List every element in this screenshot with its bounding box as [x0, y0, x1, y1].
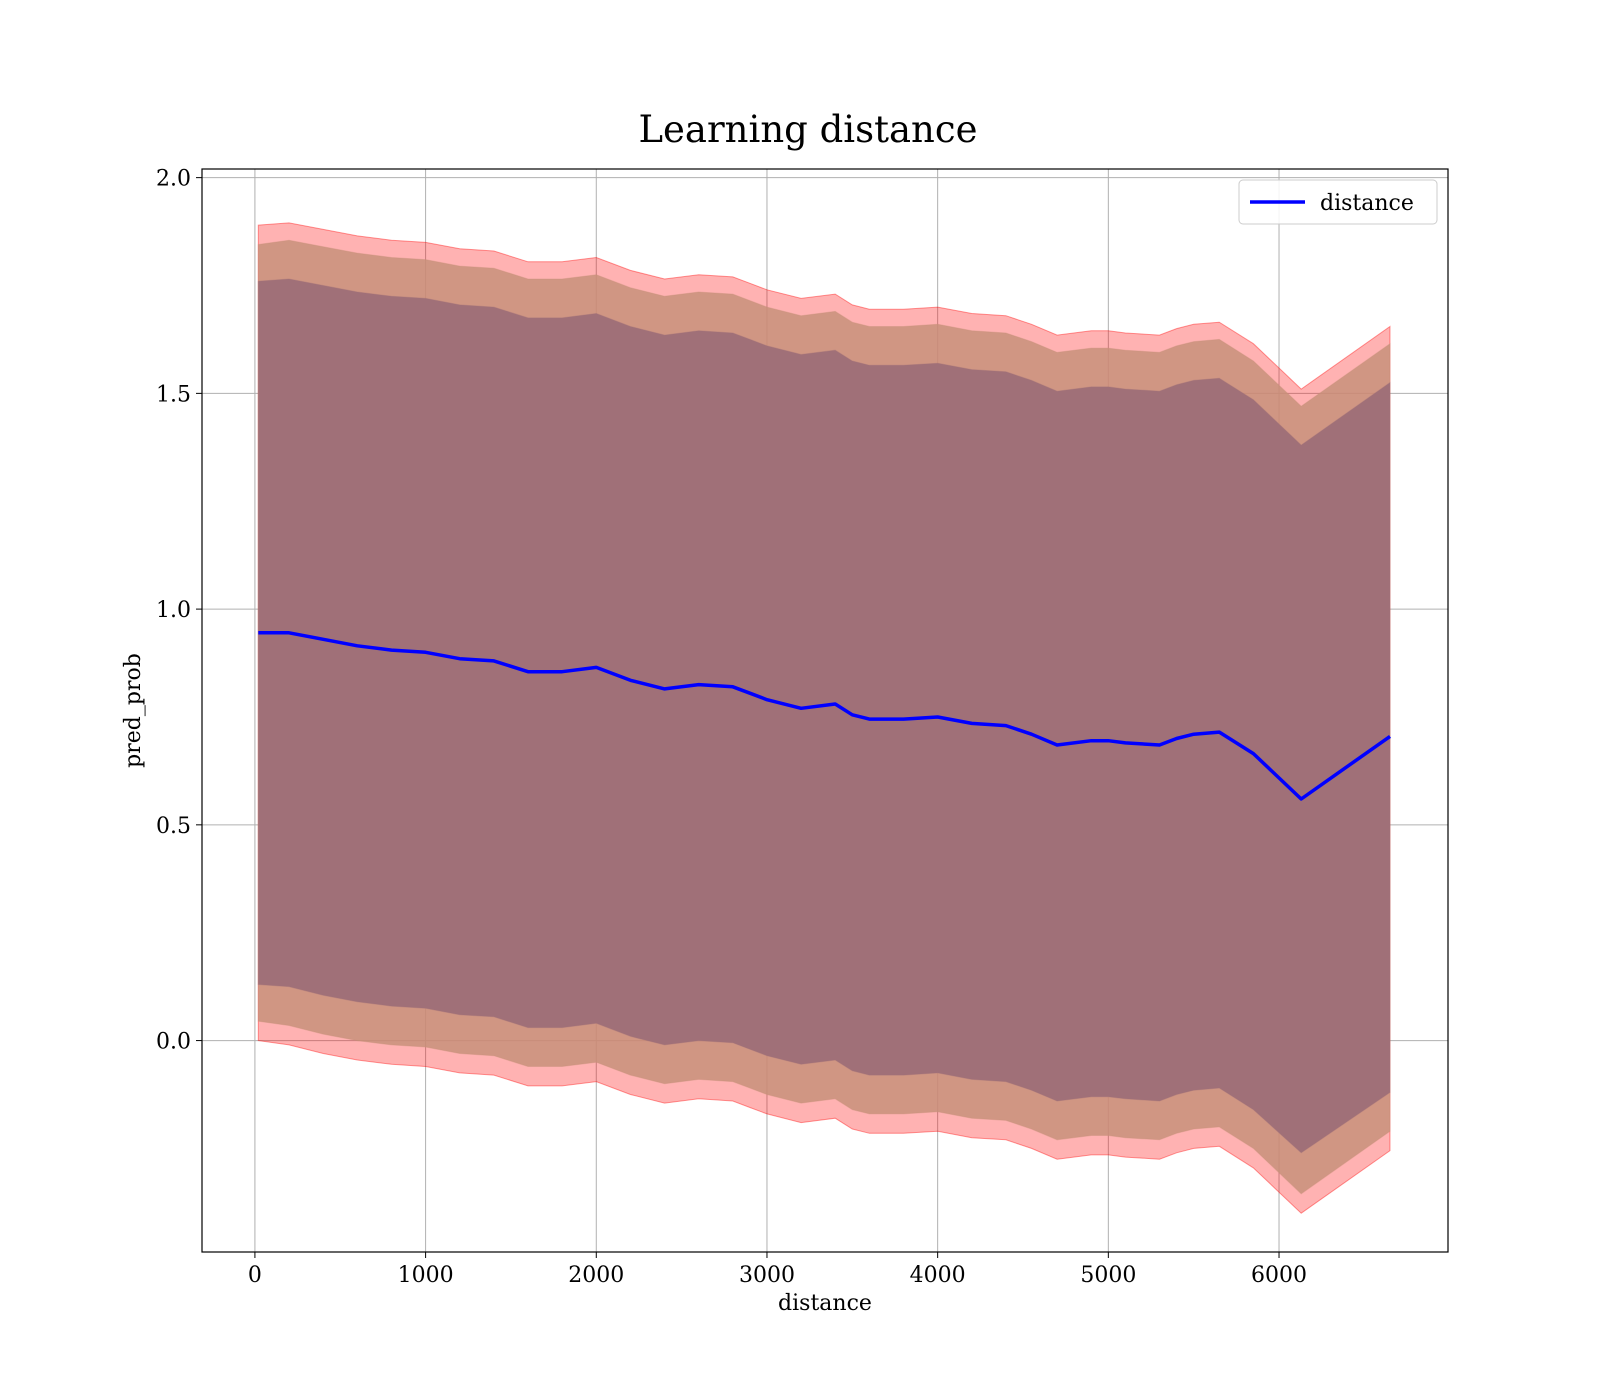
- y-axis-ticks: 0.0 0.5 1.0 1.5 2.0: [156, 167, 202, 1055]
- x-tick-label: 1000: [398, 1263, 454, 1288]
- x-tick-label: 6000: [1251, 1263, 1307, 1288]
- x-tick-label: 0: [248, 1263, 262, 1288]
- legend-box: [1238, 179, 1438, 225]
- plot-frame: [201, 168, 1449, 1253]
- x-tick-label: 3000: [739, 1263, 795, 1288]
- legend: distance: [1238, 179, 1438, 225]
- x-axis-ticks: 0 1000 2000 3000 4000 5000 6000: [248, 1252, 1307, 1288]
- y-tick-label: 1.5: [156, 382, 191, 407]
- chart-title: Learning distance: [638, 108, 977, 151]
- y-tick-label: 0.5: [156, 814, 191, 839]
- confidence-bands: [257, 222, 1391, 1214]
- x-tick-label: 2000: [568, 1263, 624, 1288]
- x-tick-label: 5000: [1080, 1263, 1136, 1288]
- series-line-distance: [258, 631, 1392, 801]
- x-tick-label: 4000: [910, 1263, 966, 1288]
- y-axis-label: pred_prob: [121, 653, 146, 768]
- x-axis-label: distance: [778, 1291, 872, 1316]
- legend-entry-distance: distance: [1320, 191, 1414, 216]
- y-tick-label: 0.0: [156, 1030, 191, 1055]
- y-tick-label: 2.0: [156, 167, 191, 192]
- series-lines: [258, 631, 1392, 801]
- band-inner: [257, 278, 1391, 1154]
- y-tick-label: 1.0: [156, 598, 191, 623]
